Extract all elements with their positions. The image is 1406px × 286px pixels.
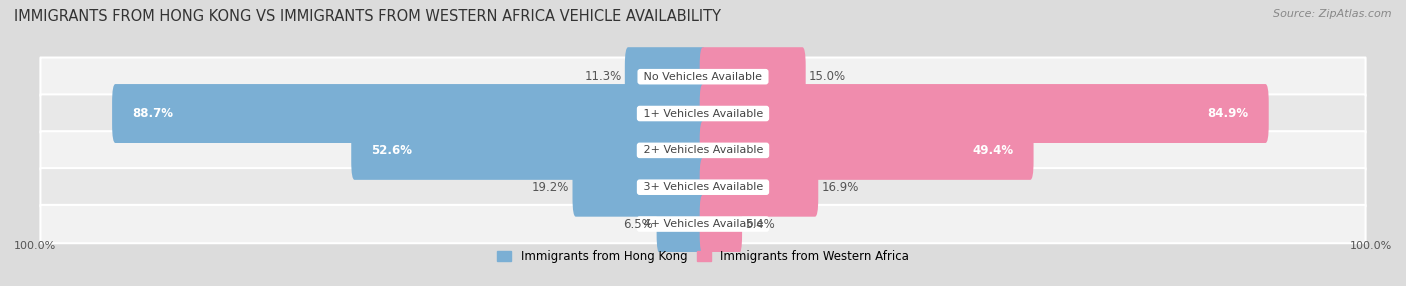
FancyBboxPatch shape bbox=[41, 94, 1365, 133]
FancyBboxPatch shape bbox=[112, 84, 706, 143]
Text: IMMIGRANTS FROM HONG KONG VS IMMIGRANTS FROM WESTERN AFRICA VEHICLE AVAILABILITY: IMMIGRANTS FROM HONG KONG VS IMMIGRANTS … bbox=[14, 9, 721, 23]
FancyBboxPatch shape bbox=[700, 194, 742, 253]
Text: 6.5%: 6.5% bbox=[624, 218, 654, 231]
FancyBboxPatch shape bbox=[41, 57, 1365, 96]
FancyBboxPatch shape bbox=[657, 194, 706, 253]
Text: 5.4%: 5.4% bbox=[745, 218, 775, 231]
FancyBboxPatch shape bbox=[700, 121, 1033, 180]
Text: 15.0%: 15.0% bbox=[808, 70, 846, 83]
Text: 3+ Vehicles Available: 3+ Vehicles Available bbox=[640, 182, 766, 192]
Legend: Immigrants from Hong Kong, Immigrants from Western Africa: Immigrants from Hong Kong, Immigrants fr… bbox=[496, 250, 910, 263]
FancyBboxPatch shape bbox=[700, 47, 806, 106]
Text: 19.2%: 19.2% bbox=[531, 181, 569, 194]
Text: Source: ZipAtlas.com: Source: ZipAtlas.com bbox=[1274, 9, 1392, 19]
Text: No Vehicles Available: No Vehicles Available bbox=[640, 72, 766, 82]
Text: 1+ Vehicles Available: 1+ Vehicles Available bbox=[640, 108, 766, 118]
Text: 49.4%: 49.4% bbox=[973, 144, 1014, 157]
FancyBboxPatch shape bbox=[41, 131, 1365, 170]
FancyBboxPatch shape bbox=[624, 47, 706, 106]
Text: 84.9%: 84.9% bbox=[1208, 107, 1249, 120]
FancyBboxPatch shape bbox=[41, 205, 1365, 243]
FancyBboxPatch shape bbox=[41, 168, 1365, 206]
FancyBboxPatch shape bbox=[572, 158, 706, 217]
Text: 11.3%: 11.3% bbox=[585, 70, 621, 83]
Text: 88.7%: 88.7% bbox=[132, 107, 173, 120]
Text: 100.0%: 100.0% bbox=[14, 241, 56, 251]
Text: 2+ Vehicles Available: 2+ Vehicles Available bbox=[640, 145, 766, 155]
Text: 100.0%: 100.0% bbox=[1350, 241, 1392, 251]
Text: 4+ Vehicles Available: 4+ Vehicles Available bbox=[640, 219, 766, 229]
Text: 52.6%: 52.6% bbox=[371, 144, 412, 157]
Text: 16.9%: 16.9% bbox=[821, 181, 859, 194]
FancyBboxPatch shape bbox=[352, 121, 706, 180]
FancyBboxPatch shape bbox=[700, 84, 1268, 143]
FancyBboxPatch shape bbox=[700, 158, 818, 217]
